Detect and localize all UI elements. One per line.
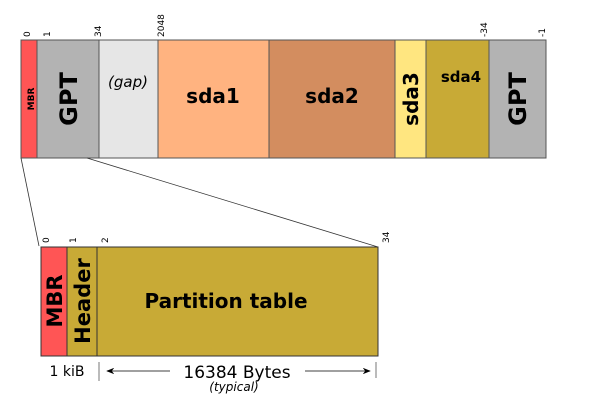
mbr-size-label: 1 kiB bbox=[50, 364, 85, 380]
segment-sda4 bbox=[425, 39, 490, 159]
zoom-line-left bbox=[20, 157, 40, 247]
offset-1: 1 bbox=[43, 31, 53, 37]
detail-segment-table bbox=[96, 246, 379, 357]
offset-neg1: -1 bbox=[538, 28, 548, 37]
label-gap: (gap) bbox=[108, 73, 148, 91]
label-gpt-primary: GPT bbox=[55, 72, 83, 126]
segment-sda2 bbox=[268, 39, 396, 159]
segment-gpt-backup bbox=[488, 39, 547, 159]
detail-label-table: Partition table bbox=[144, 289, 307, 313]
offset-0: 0 bbox=[23, 31, 33, 37]
label-sda4: sda4 bbox=[441, 68, 481, 86]
segment-sda1 bbox=[157, 39, 270, 159]
table-size-note: (typical) bbox=[209, 380, 258, 394]
label-gpt-backup: GPT bbox=[504, 72, 532, 126]
offset-neg34: -34 bbox=[480, 22, 490, 37]
offset-2048: 2048 bbox=[157, 14, 167, 37]
detail-label-mbr: MBR bbox=[43, 274, 67, 327]
label-mbr: MBR bbox=[27, 88, 37, 111]
label-sda3: sda3 bbox=[399, 72, 423, 126]
detail-offset-34: 34 bbox=[382, 231, 392, 243]
segment-gap bbox=[98, 39, 159, 159]
table-size-label: 16384 Bytes bbox=[183, 363, 290, 383]
label-sda1: sda1 bbox=[186, 84, 240, 108]
offset-34: 34 bbox=[94, 25, 104, 37]
detail-segment-mbr bbox=[40, 246, 68, 357]
segment-sda3 bbox=[394, 39, 427, 159]
detail-offset-0: 0 bbox=[42, 237, 52, 243]
disk-bar bbox=[20, 39, 547, 159]
detail-label-header: Header bbox=[71, 258, 95, 344]
zoom-line-right bbox=[86, 157, 379, 248]
segment-gpt-primary bbox=[36, 39, 100, 159]
detail-offset-2: 2 bbox=[101, 237, 111, 243]
label-sda2: sda2 bbox=[305, 84, 359, 108]
detail-bar bbox=[40, 246, 379, 357]
detail-offset-1: 1 bbox=[69, 237, 79, 243]
